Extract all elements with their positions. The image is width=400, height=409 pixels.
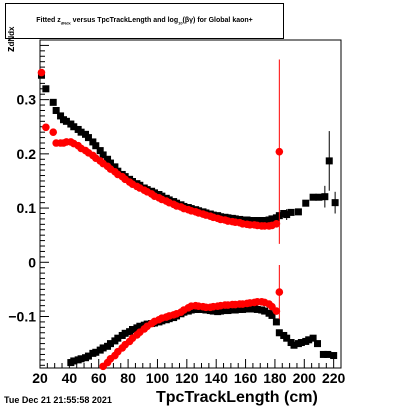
data-point-black [99, 344, 107, 352]
data-point-black [84, 352, 92, 360]
x-tick-label: 180 [263, 370, 287, 386]
data-point-black [49, 98, 57, 106]
data-point-red [272, 307, 281, 315]
data-point-black [70, 357, 78, 365]
x-tick-label: 80 [120, 370, 136, 386]
data-point-black [106, 159, 114, 167]
data-point-black [104, 155, 112, 163]
x-tick-label: 140 [205, 370, 229, 386]
data-point-black [77, 355, 85, 363]
data-point-black [287, 208, 295, 216]
data-point-black [52, 106, 60, 114]
data-point-black [92, 142, 100, 150]
y-tick-label: 0.1 [17, 200, 37, 216]
data-point-black [253, 217, 261, 225]
x-tick-label: 120 [175, 370, 199, 386]
data-point-black [261, 217, 269, 225]
data-point-black [129, 326, 137, 334]
data-point-black [261, 307, 269, 315]
x-tick-label: 40 [62, 370, 78, 386]
data-point-red [49, 128, 58, 136]
y-tick-label: 0.2 [17, 146, 37, 162]
data-point-black [272, 318, 280, 326]
data-point-black [89, 138, 97, 146]
data-point-black [84, 134, 92, 142]
data-point-black [253, 305, 261, 313]
data-point-black [77, 128, 85, 136]
data-point-black [315, 193, 323, 201]
data-point-black [99, 151, 107, 159]
data-point-black [275, 329, 283, 337]
x-tick-label: 200 [293, 370, 317, 386]
data-point-black [92, 348, 100, 356]
y-tick-label: −0.1 [8, 308, 36, 324]
y-axis-label: zdNdx [5, 26, 17, 53]
title-box: Fitted zdNdx versus TpcTrackLength and l… [5, 3, 284, 39]
data-point-black [70, 123, 78, 131]
data-point-black [290, 341, 298, 349]
x-tick-label: 160 [234, 370, 258, 386]
data-point-black [224, 307, 232, 315]
data-point-black [321, 193, 329, 201]
data-point-red [37, 68, 46, 77]
data-point-black [283, 334, 291, 342]
y-tick-label: 0.3 [17, 92, 37, 108]
data-point-black [57, 112, 65, 120]
data-point-black [268, 311, 276, 319]
data-point-black [106, 340, 114, 348]
x-tick-label: 220 [322, 370, 346, 386]
data-point-black [283, 211, 291, 219]
data-point-black [111, 163, 119, 171]
plot-frame [39, 39, 342, 369]
data-point-black [209, 307, 217, 315]
chart-title: Fitted zdNdx versus TpcTrackLength and l… [36, 17, 253, 26]
data-point-black [239, 305, 247, 313]
data-point-black [96, 147, 104, 155]
data-point-black [309, 334, 317, 342]
data-point-black [121, 329, 129, 337]
x-tick-label: 100 [146, 370, 170, 386]
data-point-black [246, 305, 254, 313]
data-point-black [62, 117, 70, 125]
data-point-black [42, 85, 50, 93]
data-point-red [275, 147, 284, 156]
y-tick-label: 0 [28, 254, 36, 270]
x-tick-label: 20 [32, 370, 48, 386]
timestamp: Tue Dec 21 21:55:58 2021 [4, 395, 112, 405]
data-point-black [302, 199, 310, 207]
data-point-red [275, 288, 284, 296]
data-point-red [272, 219, 281, 228]
data-point-black [330, 352, 338, 360]
data-point-black [309, 193, 317, 201]
data-point-black [319, 350, 327, 358]
data-point-black [331, 199, 339, 207]
data-point-black [268, 215, 276, 223]
x-tick-label: 60 [91, 370, 107, 386]
data-point-black [305, 336, 313, 344]
data-point-black [136, 322, 144, 330]
data-point-black [314, 340, 322, 348]
data-point-black [114, 334, 122, 342]
data-point-black [325, 157, 333, 165]
data-point-black [324, 350, 332, 358]
data-point-black [246, 217, 254, 225]
data-point-black [294, 208, 302, 216]
data-point-black [297, 339, 305, 347]
data-point-black [217, 307, 225, 315]
x-axis-label: TpcTrackLength (cm) [156, 389, 318, 406]
data-point-black [231, 306, 239, 314]
data-point-red [42, 123, 50, 132]
